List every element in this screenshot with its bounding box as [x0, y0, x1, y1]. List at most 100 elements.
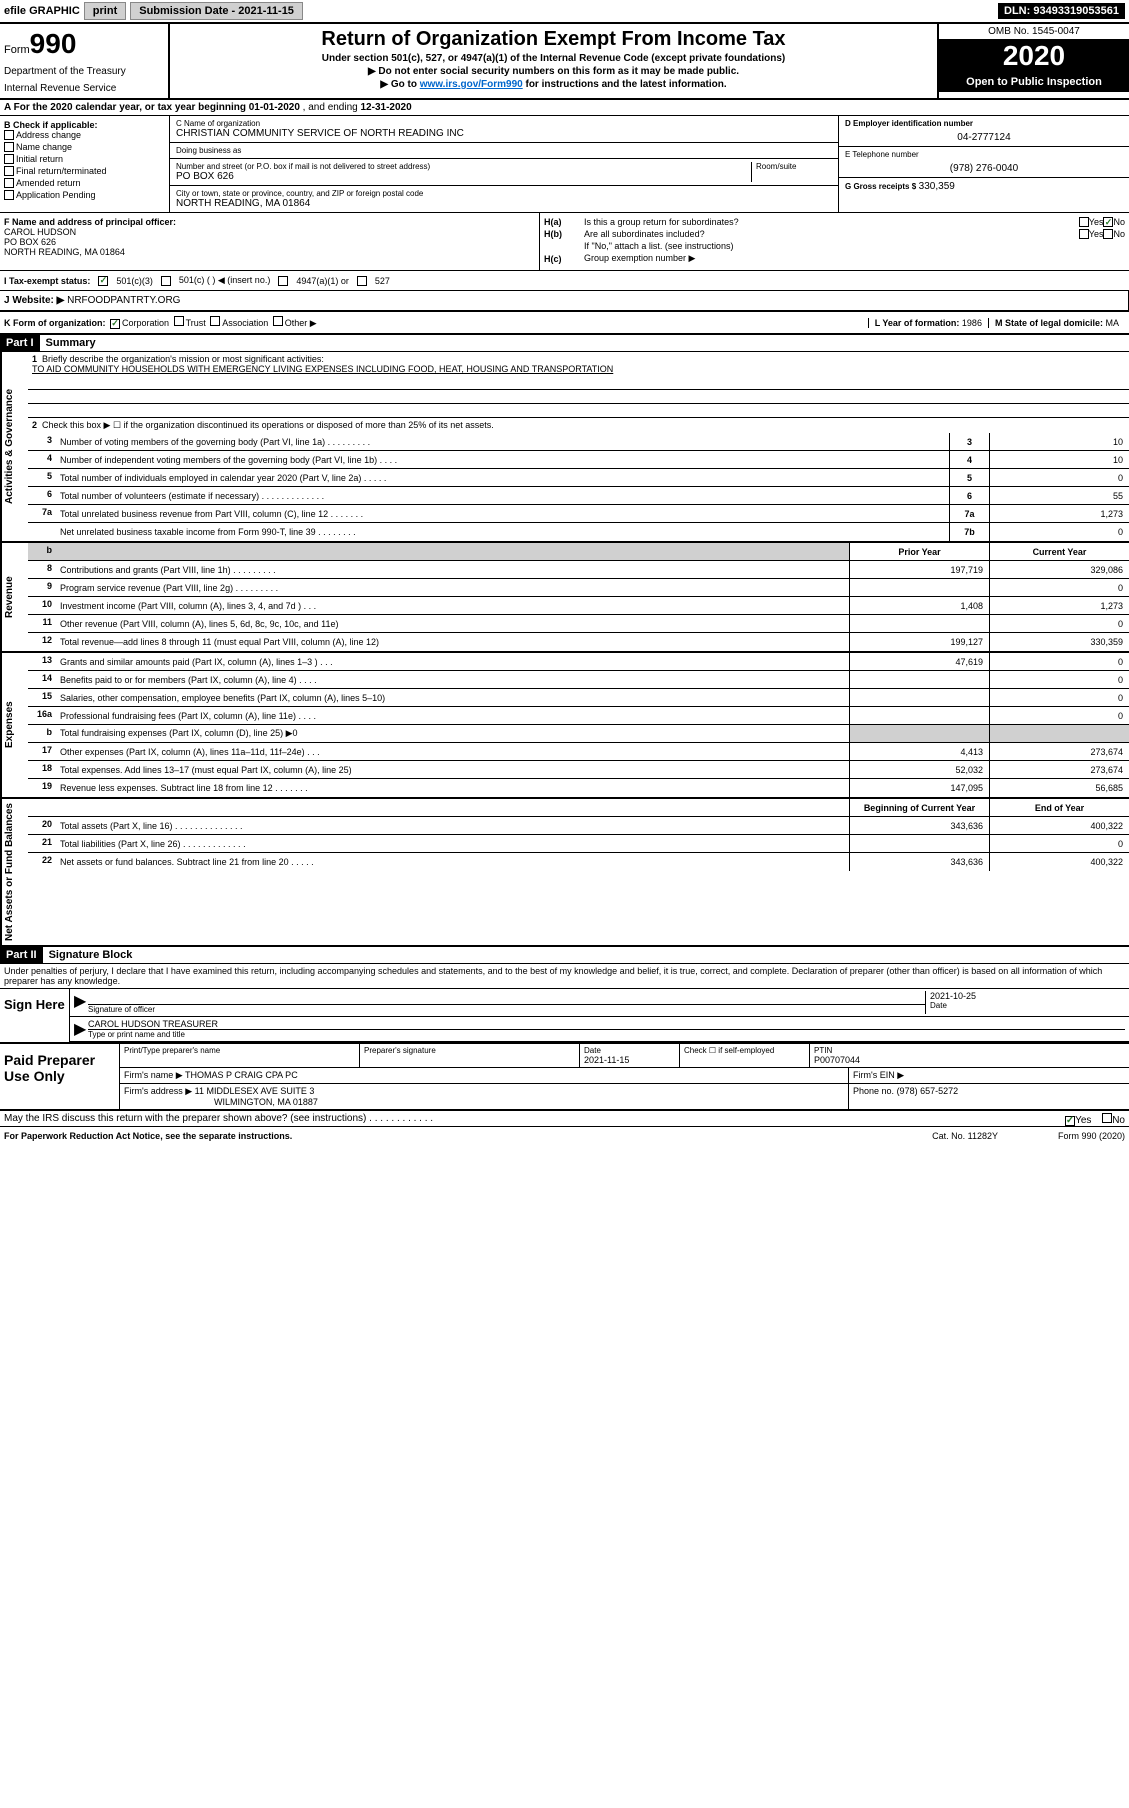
- col-c-org: C Name of organization CHRISTIAN COMMUNI…: [170, 116, 839, 212]
- exp-line: 15Salaries, other compensation, employee…: [28, 689, 1129, 707]
- ptin: P00707044: [814, 1055, 1125, 1065]
- form-number-box: Form 990 Department of the Treasury Inte…: [0, 24, 170, 98]
- gross-receipts: 330,359: [919, 181, 955, 192]
- firm-name: THOMAS P CRAIG CPA PC: [185, 1070, 298, 1080]
- rev-line: 10Investment income (Part VIII, column (…: [28, 597, 1129, 615]
- tax-year: 2020: [939, 40, 1129, 72]
- instruct-1: ▶ Do not enter social security numbers o…: [176, 66, 931, 77]
- firm-addr1: 11 MIDDLESEX AVE SUITE 3: [195, 1086, 315, 1096]
- sidelabel-governance: Activities & Governance: [0, 352, 28, 541]
- footer: For Paperwork Reduction Act Notice, see …: [0, 1127, 1129, 1145]
- chk-amended[interactable]: [4, 178, 14, 188]
- gov-line: 4Number of independent voting members of…: [28, 451, 1129, 469]
- gov-line: 3Number of voting members of the governi…: [28, 433, 1129, 451]
- col-h-group: H(a)Is this a group return for subordina…: [540, 213, 1129, 270]
- chk-pending[interactable]: [4, 190, 14, 200]
- form-ref: Form 990 (2020): [1058, 1131, 1125, 1141]
- org-address: PO BOX 626: [176, 171, 747, 182]
- officer-name: CAROL HUDSON: [4, 227, 535, 237]
- gov-line: Net unrelated business taxable income fr…: [28, 523, 1129, 541]
- submission-date-button[interactable]: Submission Date - 2021-11-15: [130, 2, 303, 20]
- chk-501c[interactable]: [161, 276, 171, 286]
- prep-date: 2021-11-15: [584, 1055, 675, 1065]
- row-i-tax-exempt: I Tax-exempt status: ✓ 501(c)(3) 501(c) …: [0, 271, 1129, 291]
- chk-527[interactable]: [357, 276, 367, 286]
- chk-assoc[interactable]: [210, 316, 220, 326]
- officer-name-title: CAROL HUDSON TREASURER: [88, 1019, 1125, 1030]
- net-line: 21Total liabilities (Part X, line 26) . …: [28, 835, 1129, 853]
- year-formation: 1986: [962, 318, 982, 328]
- part1-header: Part I Summary: [0, 335, 1129, 352]
- col-f-officer: F Name and address of principal officer:…: [0, 213, 540, 270]
- exp-line: 16aProfessional fundraising fees (Part I…: [28, 707, 1129, 725]
- dept-2: Internal Revenue Service: [4, 83, 164, 94]
- arrow-icon: ▶: [74, 1019, 88, 1039]
- omb-number: OMB No. 1545-0047: [939, 24, 1129, 40]
- sidelabel-expenses: Expenses: [0, 653, 28, 797]
- sign-here-block: Sign Here ▶ Signature of officer 2021-10…: [0, 989, 1129, 1044]
- b-label: B Check if applicable:: [4, 120, 165, 130]
- firm-addr2: WILMINGTON, MA 01887: [214, 1097, 318, 1107]
- dln-label: DLN: 93493319053561: [998, 3, 1125, 19]
- chk-other[interactable]: [273, 316, 283, 326]
- rev-line: 11Other revenue (Part VIII, column (A), …: [28, 615, 1129, 633]
- org-name: CHRISTIAN COMMUNITY SERVICE OF NORTH REA…: [176, 128, 832, 139]
- revenue-section: Revenue b Prior Year Current Year 8Contr…: [0, 543, 1129, 653]
- chk-address[interactable]: [4, 130, 14, 140]
- hb-yes[interactable]: [1079, 229, 1089, 239]
- chk-501c3[interactable]: ✓: [98, 276, 108, 286]
- ha-no[interactable]: ✓: [1103, 217, 1113, 227]
- paid-preparer-block: Paid Preparer Use Only Print/Type prepar…: [0, 1044, 1129, 1111]
- ein: 04-2777124: [845, 132, 1123, 143]
- chk-4947[interactable]: [278, 276, 288, 286]
- website-url: NRFOODPANTRTY.ORG: [67, 295, 180, 306]
- title-box: Return of Organization Exempt From Incom…: [170, 24, 939, 98]
- row-a-tax-year: A For the 2020 calendar year, or tax yea…: [0, 100, 1129, 116]
- instructions-link[interactable]: www.irs.gov/Form990: [420, 79, 523, 90]
- topbar: efile GRAPHIC print Submission Date - 20…: [0, 0, 1129, 24]
- discuss-no[interactable]: [1102, 1113, 1112, 1123]
- part2-header: Part II Signature Block: [0, 947, 1129, 964]
- net-line: 22Net assets or fund balances. Subtract …: [28, 853, 1129, 871]
- org-city: NORTH READING, MA 01864: [176, 198, 832, 209]
- chk-corp[interactable]: ✓: [110, 319, 120, 329]
- main-title: Return of Organization Exempt From Incom…: [176, 28, 931, 51]
- row-j-website: J Website: ▶ NRFOODPANTRTY.ORG: [0, 291, 1129, 312]
- exp-line: 18Total expenses. Add lines 13–17 (must …: [28, 761, 1129, 779]
- efile-label: efile GRAPHIC: [4, 5, 80, 17]
- chk-name[interactable]: [4, 142, 14, 152]
- rev-line: 9Program service revenue (Part VIII, lin…: [28, 579, 1129, 597]
- net-line: 20Total assets (Part X, line 16) . . . .…: [28, 817, 1129, 835]
- sig-date: 2021-10-25: [930, 991, 1125, 1001]
- exp-line: 13Grants and similar amounts paid (Part …: [28, 653, 1129, 671]
- public-inspect: Open to Public Inspection: [939, 72, 1129, 92]
- col-b-checkboxes: B Check if applicable: Address change Na…: [0, 116, 170, 212]
- state-domicile: MA: [1106, 318, 1120, 328]
- chk-final[interactable]: [4, 166, 14, 176]
- chk-trust[interactable]: [174, 316, 184, 326]
- penalty-text: Under penalties of perjury, I declare th…: [0, 964, 1129, 989]
- subtitle: Under section 501(c), 527, or 4947(a)(1)…: [176, 53, 931, 64]
- form-label: Form: [4, 44, 30, 56]
- year-box: OMB No. 1545-0047 2020 Open to Public In…: [939, 24, 1129, 98]
- print-button[interactable]: print: [84, 2, 126, 20]
- expenses-section: Expenses 13Grants and similar amounts pa…: [0, 653, 1129, 799]
- row-fh: F Name and address of principal officer:…: [0, 213, 1129, 271]
- ha-yes[interactable]: [1079, 217, 1089, 227]
- chk-initial[interactable]: [4, 154, 14, 164]
- exp-line: 17Other expenses (Part IX, column (A), l…: [28, 743, 1129, 761]
- discuss-row: May the IRS discuss this return with the…: [0, 1111, 1129, 1127]
- gov-line: 6Total number of volunteers (estimate if…: [28, 487, 1129, 505]
- rev-line: 12Total revenue—add lines 8 through 11 (…: [28, 633, 1129, 651]
- block-bcd: B Check if applicable: Address change Na…: [0, 116, 1129, 213]
- dept-1: Department of the Treasury: [4, 66, 164, 77]
- discuss-yes[interactable]: ✓: [1065, 1116, 1075, 1126]
- sidelabel-revenue: Revenue: [0, 543, 28, 651]
- row-k-form-org: K Form of organization: ✓Corporation Tru…: [0, 312, 1129, 335]
- rev-line: 8Contributions and grants (Part VIII, li…: [28, 561, 1129, 579]
- hb-no[interactable]: [1103, 229, 1113, 239]
- mission-text: TO AID COMMUNITY HOUSEHOLDS WITH EMERGEN…: [32, 364, 613, 374]
- phone: (978) 276-0040: [845, 163, 1123, 174]
- officer-addr2: NORTH READING, MA 01864: [4, 247, 535, 257]
- exp-line: 14Benefits paid to or for members (Part …: [28, 671, 1129, 689]
